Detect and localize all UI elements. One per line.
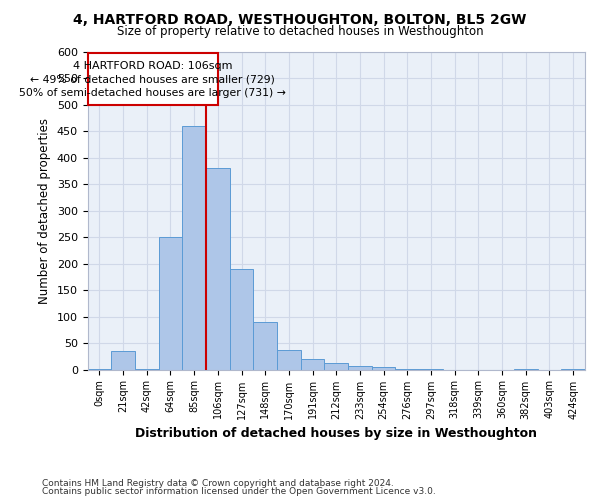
Text: ← 49% of detached houses are smaller (729): ← 49% of detached houses are smaller (72… xyxy=(30,74,275,85)
Text: Contains HM Land Registry data © Crown copyright and database right 2024.: Contains HM Land Registry data © Crown c… xyxy=(42,478,394,488)
X-axis label: Distribution of detached houses by size in Westhoughton: Distribution of detached houses by size … xyxy=(135,427,537,440)
Bar xyxy=(514,369,538,370)
Bar xyxy=(325,363,348,370)
Bar xyxy=(182,126,206,370)
Bar xyxy=(395,368,419,370)
Bar xyxy=(348,366,372,370)
Bar xyxy=(372,368,395,370)
Text: 50% of semi-detached houses are larger (731) →: 50% of semi-detached houses are larger (… xyxy=(19,88,286,98)
Bar xyxy=(158,237,182,370)
Bar xyxy=(135,368,158,370)
Text: Contains public sector information licensed under the Open Government Licence v3: Contains public sector information licen… xyxy=(42,487,436,496)
Text: Size of property relative to detached houses in Westhoughton: Size of property relative to detached ho… xyxy=(116,25,484,38)
Text: 4 HARTFORD ROAD: 106sqm: 4 HARTFORD ROAD: 106sqm xyxy=(73,60,232,70)
Bar xyxy=(230,269,253,370)
Bar xyxy=(253,322,277,370)
Bar xyxy=(111,351,135,370)
Bar xyxy=(301,359,325,370)
Bar xyxy=(88,52,218,104)
Bar xyxy=(419,369,443,370)
Bar xyxy=(206,168,230,370)
Text: 4, HARTFORD ROAD, WESTHOUGHTON, BOLTON, BL5 2GW: 4, HARTFORD ROAD, WESTHOUGHTON, BOLTON, … xyxy=(73,12,527,26)
Bar xyxy=(277,350,301,370)
Bar xyxy=(562,369,585,370)
Y-axis label: Number of detached properties: Number of detached properties xyxy=(38,118,51,304)
Bar xyxy=(88,368,111,370)
